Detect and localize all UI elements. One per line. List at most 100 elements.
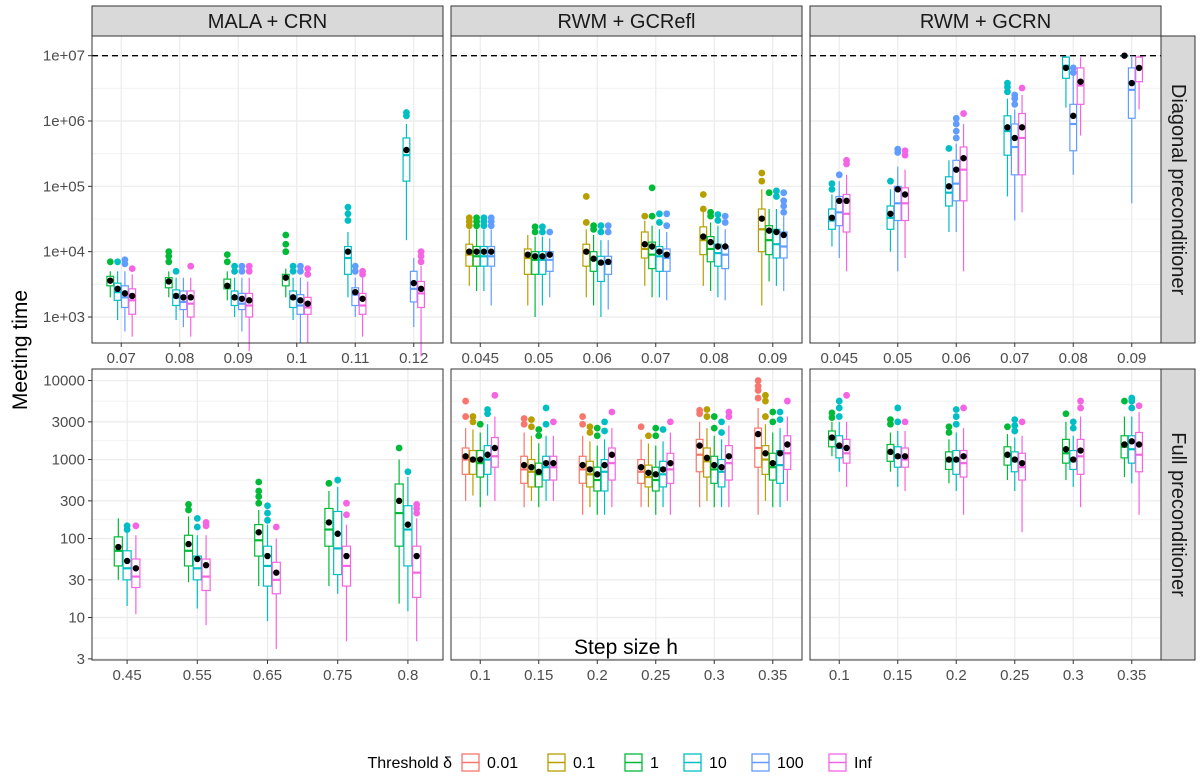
outlier-point — [231, 262, 238, 270]
mean-point — [231, 294, 238, 301]
panel-rwm-gcrefl-full-preconditioner: 0.1 0.15 0.2 0.25 0.3 0.35 — [450, 368, 803, 684]
outlier-point — [780, 208, 788, 216]
outlier-point — [1128, 394, 1136, 402]
boxplot-10 — [776, 408, 785, 508]
outlier-point — [656, 219, 663, 226]
outlier-point — [586, 423, 594, 431]
box — [944, 176, 953, 207]
boxplot-10 — [479, 214, 488, 292]
box-group-0-045 — [827, 156, 851, 272]
outlier-point — [758, 177, 766, 185]
mean-point — [901, 191, 909, 198]
boxplot-10 — [1003, 79, 1012, 197]
outlier-point — [601, 427, 608, 435]
legend-item-inf: Inf — [828, 753, 872, 772]
box-group-0-05 — [523, 223, 554, 318]
x-tick-label: 0.15 — [524, 667, 553, 684]
outlier-point — [952, 413, 960, 420]
mean-point — [667, 459, 674, 467]
outlier-point — [828, 180, 836, 188]
strip-rwm-gcrn: RWM + GCRN — [809, 5, 1162, 37]
box — [666, 452, 675, 484]
mean-point — [953, 166, 960, 173]
boxplot-inf — [490, 391, 499, 501]
box — [582, 243, 591, 267]
outlier-point — [952, 406, 960, 413]
mean-point — [528, 463, 535, 471]
boxplot-0-01 — [461, 397, 470, 501]
mean-point — [1018, 124, 1026, 131]
y-tick-label: 1e+07 — [43, 48, 85, 65]
outlier-point — [187, 262, 195, 270]
boxplot-10 — [1127, 394, 1136, 484]
outlier-point — [1011, 416, 1019, 424]
outlier-point — [343, 499, 350, 507]
outlier-point — [255, 478, 263, 486]
mean-point — [769, 459, 776, 467]
x-tick-label: 0.1 — [829, 667, 850, 684]
mean-point — [132, 565, 140, 572]
outlier-point — [231, 267, 238, 275]
legend-label: 10 — [709, 755, 727, 772]
outlier-point — [703, 413, 711, 420]
boxplot-10 — [402, 109, 411, 241]
x-tick-label: 0.3 — [704, 667, 725, 684]
boxplot-1 — [254, 478, 264, 587]
mean-point — [594, 471, 601, 478]
strip-full-preconditioner: Full preconditioner — [1160, 368, 1196, 661]
boxplot-inf — [1135, 402, 1144, 515]
mean-point — [121, 290, 129, 297]
outlier-point — [520, 420, 528, 428]
outlier-point — [835, 397, 843, 405]
box-group-0-75 — [324, 476, 352, 642]
outlier-point — [469, 413, 477, 420]
x-tick-label: 0.045 — [461, 350, 499, 367]
box — [461, 447, 470, 475]
outlier-point — [462, 397, 470, 405]
box — [402, 137, 411, 182]
boxplot-1 — [593, 424, 602, 515]
boxplot-100 — [1069, 64, 1078, 175]
box-group-0-45 — [113, 518, 141, 615]
mean-point — [524, 251, 531, 258]
mean-point — [187, 294, 194, 301]
box-group-0-1 — [461, 391, 499, 508]
boxplot-inf — [842, 156, 851, 272]
outlier-point — [238, 262, 246, 270]
legend-item-10: 10 — [683, 753, 727, 772]
mean-point — [491, 444, 499, 452]
outlier-point — [773, 187, 780, 195]
mean-point — [413, 552, 420, 560]
panel-background — [92, 36, 443, 343]
outlier-point — [334, 476, 342, 484]
box-group-0-1 — [827, 391, 851, 487]
x-tick-label: 0.55 — [183, 667, 212, 684]
boxplot-10 — [596, 222, 605, 318]
strip-label: Full preconditioner — [1167, 432, 1189, 597]
mean-point — [282, 274, 289, 281]
x-tick-label: 0.1 — [286, 350, 307, 367]
mean-point — [343, 552, 350, 560]
outlier-point — [579, 420, 587, 428]
outlier-point — [465, 214, 473, 222]
x-tick-label: 0.09 — [1117, 350, 1146, 367]
outlier-point — [645, 432, 652, 440]
mean-point — [828, 214, 836, 221]
box-group-0-05 — [886, 145, 910, 272]
legend-item-0-1: 0.1 — [547, 753, 595, 772]
boxplot-1 — [1120, 397, 1129, 478]
box-group-0-06 — [944, 110, 968, 272]
outlier-point — [344, 210, 352, 218]
box — [952, 159, 961, 202]
mean-point — [765, 227, 773, 234]
x-tick-label: 0.65 — [253, 667, 282, 684]
outlier-point — [282, 248, 290, 256]
boxplot-inf — [128, 265, 137, 337]
box — [1135, 431, 1144, 473]
box — [409, 270, 418, 303]
boxplot-10 — [1010, 416, 1019, 491]
x-tick-label: 0.75 — [323, 667, 352, 684]
boxplot-inf — [245, 262, 254, 352]
outlier-point — [535, 432, 543, 440]
mean-point — [473, 248, 480, 255]
